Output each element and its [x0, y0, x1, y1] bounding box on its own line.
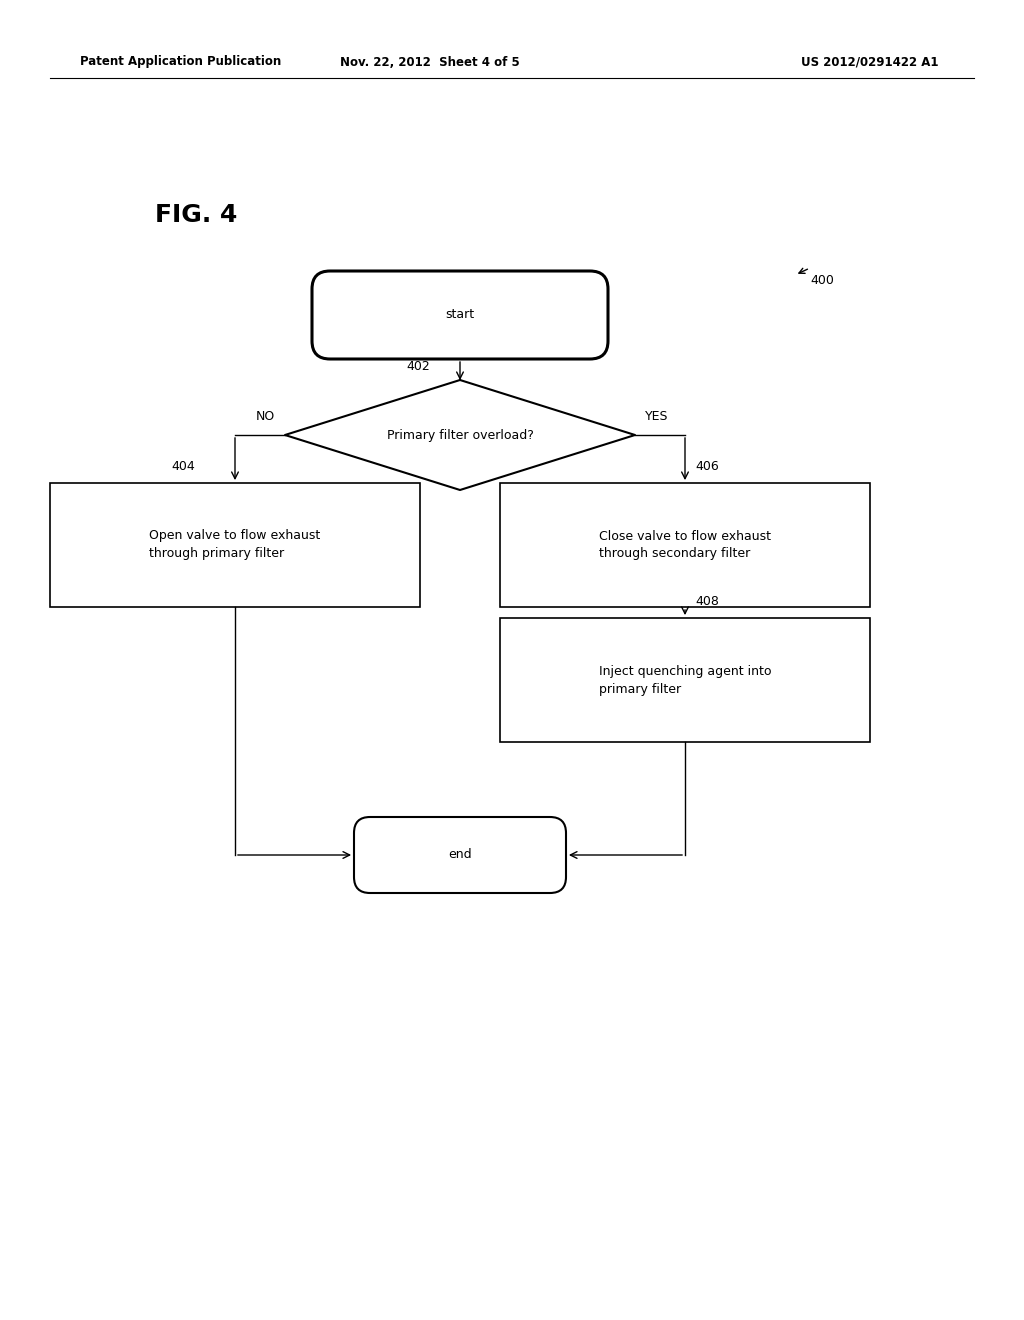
- FancyBboxPatch shape: [500, 618, 870, 742]
- Text: YES: YES: [645, 411, 669, 424]
- Text: 406: 406: [695, 459, 719, 473]
- Text: FIG. 4: FIG. 4: [155, 203, 238, 227]
- Text: US 2012/0291422 A1: US 2012/0291422 A1: [801, 55, 939, 69]
- Text: Patent Application Publication: Patent Application Publication: [80, 55, 282, 69]
- FancyBboxPatch shape: [312, 271, 608, 359]
- Text: Inject quenching agent into
primary filter: Inject quenching agent into primary filt…: [599, 664, 771, 696]
- Text: Close valve to flow exhaust
through secondary filter: Close valve to flow exhaust through seco…: [599, 529, 771, 561]
- Text: start: start: [445, 309, 474, 322]
- Text: 404: 404: [171, 459, 195, 473]
- Text: Open valve to flow exhaust
through primary filter: Open valve to flow exhaust through prima…: [150, 529, 321, 561]
- Text: 408: 408: [695, 595, 719, 609]
- FancyBboxPatch shape: [50, 483, 420, 607]
- Text: end: end: [449, 849, 472, 862]
- FancyBboxPatch shape: [354, 817, 566, 894]
- Text: Nov. 22, 2012  Sheet 4 of 5: Nov. 22, 2012 Sheet 4 of 5: [340, 55, 520, 69]
- FancyBboxPatch shape: [500, 483, 870, 607]
- Text: 400: 400: [810, 273, 834, 286]
- Text: Primary filter overload?: Primary filter overload?: [387, 429, 534, 441]
- Text: 402: 402: [407, 360, 430, 374]
- Text: NO: NO: [256, 411, 275, 424]
